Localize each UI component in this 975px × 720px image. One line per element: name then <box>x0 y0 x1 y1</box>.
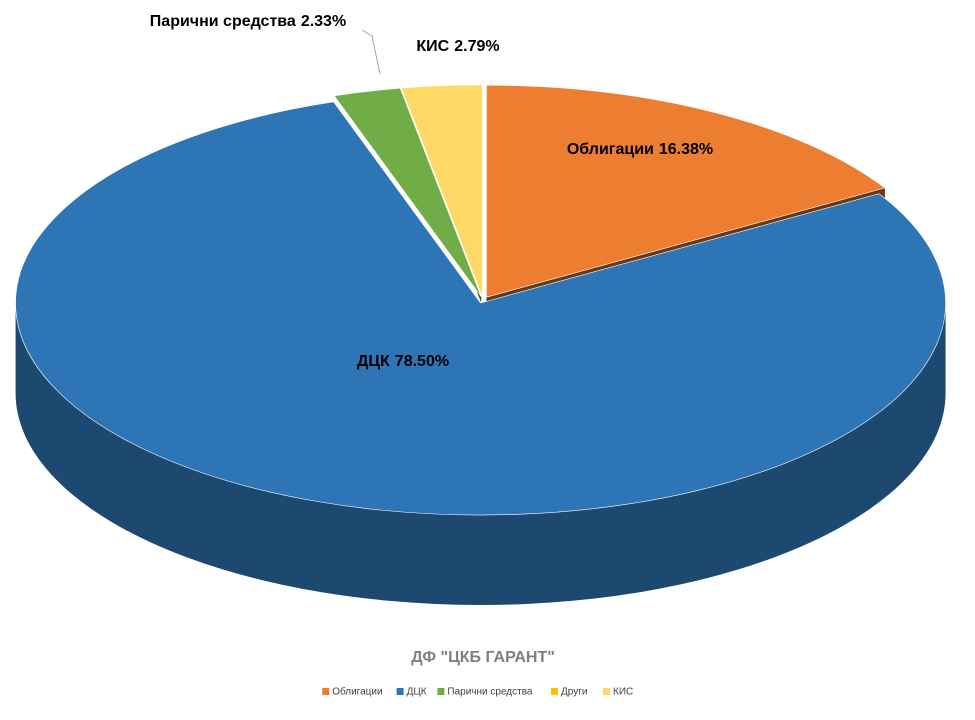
slice-side <box>15 302 946 605</box>
pie-tops <box>15 84 946 516</box>
legend-label: Други <box>561 687 587 698</box>
legend-swatch <box>396 688 404 695</box>
data-label: ДЦК 78.50% <box>357 353 449 370</box>
data-label-value: 2.79% <box>454 38 499 55</box>
data-label-value: 78.50% <box>395 353 449 370</box>
data-label-name: КИС <box>416 38 449 55</box>
slice <box>333 87 482 298</box>
chart-title: ДФ "ЦКБ ГАРАНТ" <box>411 649 555 666</box>
legend-swatch <box>322 688 330 695</box>
data-label-name: Парични средства <box>150 13 296 30</box>
data-label: Парични средства 2.33% <box>150 13 346 30</box>
legend-label: КИС <box>613 687 633 698</box>
legend-label: ДЦК <box>407 687 427 698</box>
data-label: КИС 2.79% <box>416 38 499 55</box>
data-label-name: Облигации <box>567 141 654 158</box>
legend-swatch <box>551 688 558 695</box>
legend: Облигации ДЦК Парични средства Други КИС <box>322 686 633 698</box>
data-label: Облигации 16.38% <box>567 141 713 158</box>
data-label-value: 16.38% <box>659 141 713 158</box>
legend-swatch <box>603 688 610 695</box>
data-label-name: ДЦК <box>357 353 390 370</box>
legend-label: Парични средства <box>447 687 533 698</box>
leader-line <box>361 29 381 75</box>
legend-swatch <box>437 688 445 695</box>
slice <box>400 84 483 297</box>
legend-label: Облигации <box>332 686 382 698</box>
data-label-value: 2.33% <box>301 13 346 30</box>
slice <box>15 101 946 516</box>
slice <box>486 84 886 298</box>
